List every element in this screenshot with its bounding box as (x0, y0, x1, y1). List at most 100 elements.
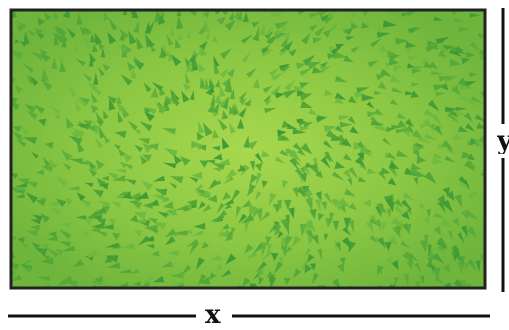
grass-blade (95, 111, 104, 125)
grass-blade (23, 31, 30, 45)
grass-blade (240, 164, 250, 176)
grass-blade (160, 196, 170, 203)
grass-blade (150, 44, 156, 53)
grass-blade (281, 245, 288, 258)
grass-blade (309, 24, 318, 32)
grass-blade (97, 231, 108, 237)
grass-blade (168, 50, 174, 62)
grass-blade (122, 162, 133, 170)
grass-blade (433, 16, 444, 21)
grass-blade (143, 0, 148, 9)
grass-blade (442, 187, 450, 195)
grass-blade (404, 251, 412, 265)
grass-blade (370, 116, 380, 125)
grass-blade (452, 132, 462, 141)
grass-blade (454, 194, 463, 208)
grass-blade (127, 120, 138, 131)
grass-blade (458, 176, 471, 188)
grass-blade (401, 210, 410, 220)
grass-blade (74, 41, 80, 54)
grass-blade (370, 37, 382, 48)
grass-blade (374, 108, 384, 116)
grass-blade (237, 118, 245, 129)
grass-blade (434, 212, 446, 219)
grass-blade (341, 138, 352, 148)
grass-blade (299, 172, 308, 183)
grass-blade (210, 93, 215, 106)
grass-blade (249, 160, 255, 171)
grass-blade (320, 157, 331, 169)
grass-blade (461, 225, 468, 238)
grass-blade (278, 49, 289, 57)
grass-blade (465, 123, 476, 132)
grass-blade (223, 176, 234, 184)
grass-blade (274, 223, 280, 232)
grass-blade (254, 163, 263, 172)
grass-blade (435, 42, 449, 52)
grass-blade (19, 124, 29, 136)
field-border (9, 8, 487, 290)
grass-blade (111, 200, 122, 208)
grass-blade (11, 262, 20, 271)
grass-blade (255, 191, 262, 201)
grass-blade (457, 77, 471, 89)
grass-blade (176, 15, 184, 29)
grass-blade (299, 67, 313, 76)
grass-blade (145, 106, 157, 115)
grass-blade (362, 10, 370, 17)
grass-blade (271, 71, 285, 82)
grass-blade (34, 28, 43, 36)
grass-blade (104, 255, 113, 263)
grass-blade (339, 121, 353, 128)
grass-blade (78, 160, 89, 165)
grass-blade (43, 156, 51, 167)
grass-blade (190, 90, 195, 100)
grass-blade (120, 243, 135, 250)
grass-blade (470, 41, 480, 51)
grass-blade (205, 31, 210, 40)
grass-blade (224, 20, 236, 31)
grass-blade (29, 225, 40, 231)
grass-blade (142, 275, 154, 285)
grass-blade (128, 30, 137, 45)
grass-blade (283, 199, 292, 211)
grass-blade (417, 136, 431, 143)
grass-blade (315, 198, 321, 212)
grass-blade (151, 195, 164, 200)
grass-blade (423, 61, 433, 69)
grass-blade (388, 161, 400, 169)
grass-blade (147, 20, 155, 32)
grass-blade (459, 84, 472, 91)
grass-blade (291, 235, 302, 248)
grass-blade (76, 140, 85, 153)
grass-blade (318, 213, 324, 222)
grass-blade (244, 243, 254, 254)
grass-blade (31, 151, 39, 159)
grass-blade (130, 67, 137, 79)
grass-blade (183, 204, 193, 209)
grass-blade (412, 145, 421, 151)
grass-blade (199, 160, 209, 168)
grass-blade (309, 263, 317, 271)
grass-blade (431, 71, 445, 76)
grass-blade (80, 230, 90, 238)
grass-blade (466, 96, 478, 109)
grass-blade (56, 25, 67, 38)
grass-blade (293, 85, 305, 93)
grass-blade (437, 244, 445, 253)
grass-blade (125, 179, 137, 186)
grass-blade (449, 266, 459, 276)
grass-blade (197, 144, 207, 151)
grass-blade (39, 48, 47, 57)
grass-blade (108, 218, 117, 226)
grass-blade (288, 207, 295, 219)
grass-blade (170, 176, 184, 184)
grass-blade (205, 87, 213, 96)
grass-blade (165, 236, 176, 246)
grass-blade (63, 163, 72, 171)
grass-blade (335, 43, 345, 50)
grass-blade (445, 190, 455, 202)
grass-blade (193, 222, 206, 230)
grass-blade (438, 76, 451, 82)
grass-blade (283, 89, 298, 99)
